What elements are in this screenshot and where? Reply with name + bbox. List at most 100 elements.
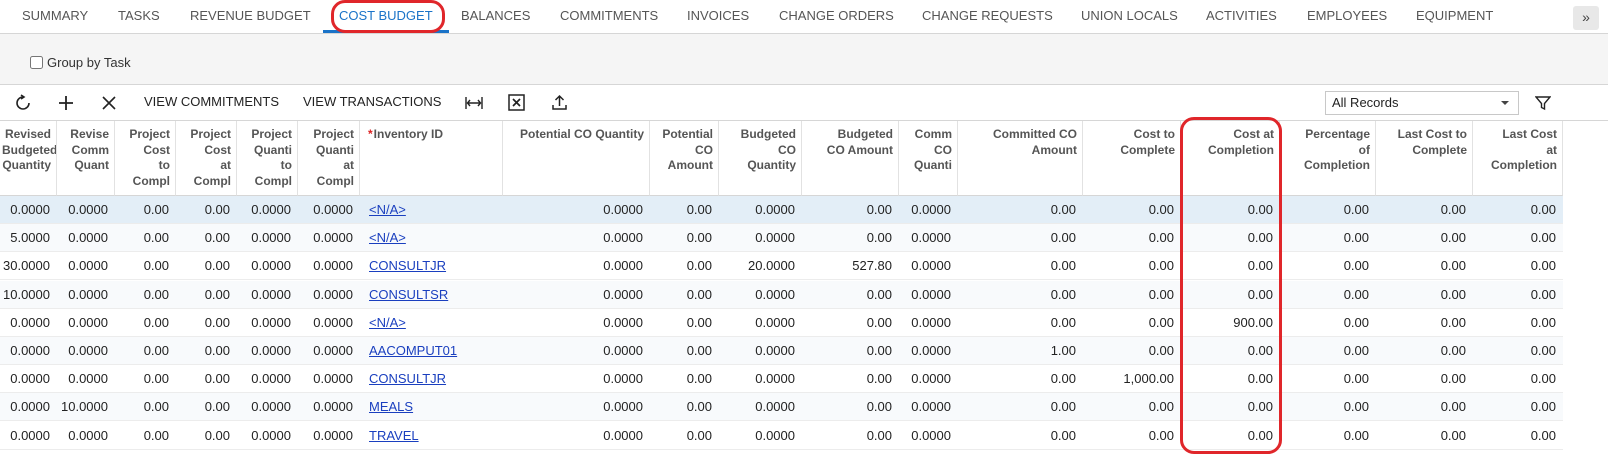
- tab[interactable]: COMMITMENTS: [560, 0, 658, 33]
- group-by-task-checkbox[interactable]: [30, 56, 43, 69]
- column-header[interactable]: Last Cost toComplete: [1376, 121, 1473, 196]
- grid-cell: 0.00: [958, 252, 1083, 280]
- tab[interactable]: REVENUE BUDGET: [190, 0, 311, 33]
- inventory-link[interactable]: <N/A>: [369, 230, 406, 245]
- column-header[interactable]: Potential CO Quantity: [503, 121, 650, 196]
- column-header[interactable]: ProjectCostatCompl: [176, 121, 237, 196]
- inventory-link[interactable]: MEALS: [369, 399, 413, 414]
- grid-cell: 0.00: [650, 422, 719, 450]
- column-header[interactable]: Committed COAmount: [958, 121, 1083, 196]
- view-commitments-button[interactable]: VIEW COMMITMENTS: [144, 94, 279, 109]
- refresh-button[interactable]: [14, 94, 32, 112]
- tab[interactable]: SUMMARY: [22, 0, 88, 33]
- export-excel-button[interactable]: [508, 94, 525, 111]
- grid-cell: 0.0000: [503, 337, 650, 365]
- column-header[interactable]: CommCOQuanti: [899, 121, 958, 196]
- records-filter-dropdown[interactable]: All Records: [1325, 91, 1519, 115]
- grid-row[interactable]: 0.00000.00000.000.000.00000.0000<N/A>0.0…: [0, 196, 1563, 224]
- grid-cell: 0.0000: [0, 309, 57, 337]
- inventory-link[interactable]: CONSULTJR: [369, 258, 446, 273]
- more-tabs-button[interactable]: »: [1573, 6, 1599, 30]
- column-header[interactable]: *Inventory ID: [360, 121, 503, 196]
- header-text: Revised: [5, 127, 51, 141]
- grid-cell: 0.00: [1280, 422, 1376, 450]
- grid-cell: 0.00: [802, 196, 899, 224]
- header-text: Budgeted: [2, 143, 57, 157]
- column-header[interactable]: BudgetedCOQuantity: [719, 121, 802, 196]
- grid-cell: 0.0000: [57, 281, 115, 309]
- tab[interactable]: EQUIPMENT: [1416, 0, 1493, 33]
- grid-row[interactable]: 0.00000.00000.000.000.00000.0000TRAVEL0.…: [0, 422, 1563, 450]
- header-text: Quantity: [2, 158, 51, 172]
- view-transactions-button[interactable]: VIEW TRANSACTIONS: [303, 94, 441, 109]
- grid-cell: 0.0000: [237, 365, 298, 393]
- grid-cell: 0.00: [1181, 422, 1280, 450]
- tab[interactable]: TASKS: [118, 0, 160, 33]
- column-header[interactable]: Cost toComplete: [1083, 121, 1181, 196]
- delete-button[interactable]: [101, 95, 117, 111]
- column-header[interactable]: ProjectCosttoCompl: [115, 121, 176, 196]
- grid-cell: 0.00: [650, 281, 719, 309]
- column-header[interactable]: PercentageofCompletion: [1280, 121, 1376, 196]
- grid-cell: 0.00: [115, 224, 176, 252]
- inventory-link[interactable]: AACOMPUT01: [369, 343, 457, 358]
- grid-cell: 0.0000: [503, 281, 650, 309]
- grid-cell: 0.00: [802, 224, 899, 252]
- tab[interactable]: ACTIVITIES: [1206, 0, 1277, 33]
- column-header[interactable]: PotentialCOAmount: [650, 121, 719, 196]
- grid-cell: 0.0000: [0, 337, 57, 365]
- header-text: Project: [313, 127, 354, 141]
- fit-columns-button[interactable]: [465, 95, 483, 111]
- grid-cell: 0.0000: [899, 337, 958, 365]
- inventory-link[interactable]: <N/A>: [369, 202, 406, 217]
- header-text: Inventory ID: [374, 127, 443, 141]
- grid-cell: 0.0000: [237, 422, 298, 450]
- grid-cell: 0.0000: [298, 224, 360, 252]
- inventory-link[interactable]: CONSULTSR: [369, 287, 448, 302]
- tab[interactable]: UNION LOCALS: [1081, 0, 1178, 33]
- tab[interactable]: COST BUDGET: [323, 0, 449, 33]
- grid-row[interactable]: 5.00000.00000.000.000.00000.0000<N/A>0.0…: [0, 224, 1563, 252]
- column-header[interactable]: ProjectQuantiatCompl: [298, 121, 360, 196]
- grid-cell: 0.0000: [503, 252, 650, 280]
- grid-cell: 0.0000: [899, 224, 958, 252]
- grid-cell: 0.00: [176, 422, 237, 450]
- required-mark: *: [368, 127, 373, 141]
- column-header[interactable]: Cost atCompletion: [1181, 121, 1280, 196]
- tab[interactable]: EMPLOYEES: [1307, 0, 1387, 33]
- grid-row[interactable]: 0.00000.00000.000.000.00000.0000<N/A>0.0…: [0, 309, 1563, 337]
- grid-cell: 0.0000: [298, 337, 360, 365]
- grid-cell: 0.00: [1473, 422, 1563, 450]
- inventory-link[interactable]: CONSULTJR: [369, 371, 446, 386]
- upload-button[interactable]: [551, 94, 568, 111]
- column-header[interactable]: Revised BudgetedQuantity: [0, 121, 57, 196]
- grid-row[interactable]: 30.00000.00000.000.000.00000.0000CONSULT…: [0, 252, 1563, 280]
- inventory-link[interactable]: <N/A>: [369, 315, 406, 330]
- header-text: Budgeted: [741, 127, 796, 141]
- tab[interactable]: CHANGE REQUESTS: [922, 0, 1053, 33]
- grid-cell: 0.0000: [57, 309, 115, 337]
- grid-cell: 0.00: [1181, 281, 1280, 309]
- grid-row[interactable]: 0.00000.00000.000.000.00000.0000AACOMPUT…: [0, 337, 1563, 365]
- tab[interactable]: CHANGE ORDERS: [779, 0, 894, 33]
- grid-cell: 0.00: [115, 309, 176, 337]
- grid-cell: 0.0000: [899, 365, 958, 393]
- grid-cell: 0.00: [115, 281, 176, 309]
- tab[interactable]: BALANCES: [461, 0, 530, 33]
- tab[interactable]: INVOICES: [687, 0, 749, 33]
- column-header[interactable]: Last CostatCompletion: [1473, 121, 1563, 196]
- column-header[interactable]: BudgetedCO Amount: [802, 121, 899, 196]
- grid-row[interactable]: 0.00000.00000.000.000.00000.0000CONSULTJ…: [0, 365, 1563, 393]
- grid-row[interactable]: 10.00000.00000.000.000.00000.0000CONSULT…: [0, 281, 1563, 309]
- grid-cell: 0.0000: [237, 393, 298, 421]
- grid-cell: 0.00: [176, 337, 237, 365]
- filter-button[interactable]: [1535, 95, 1551, 111]
- grid-cell: 0.00: [176, 252, 237, 280]
- column-header[interactable]: ReviseCommQuant: [57, 121, 115, 196]
- grid-row[interactable]: 0.000010.00000.000.000.00000.0000MEALS0.…: [0, 393, 1563, 421]
- inventory-link[interactable]: TRAVEL: [369, 428, 419, 443]
- add-button[interactable]: [57, 94, 75, 112]
- column-header[interactable]: ProjectQuantitoCompl: [237, 121, 298, 196]
- grid-cell: 0.0000: [237, 309, 298, 337]
